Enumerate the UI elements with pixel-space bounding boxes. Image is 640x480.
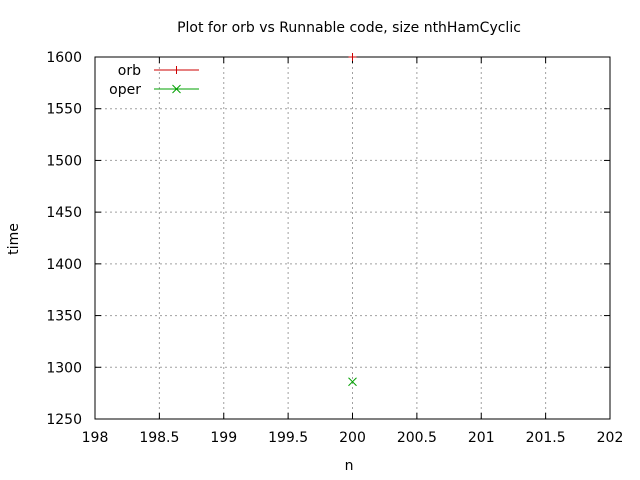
x-tick-label: 201.5	[526, 430, 566, 446]
x-tick-label: 200.5	[397, 430, 437, 446]
x-tick-label: 199.5	[268, 430, 308, 446]
y-tick-label: 1550	[46, 102, 82, 118]
y-tick-label: 1450	[46, 205, 82, 221]
x-axis-label: n	[345, 458, 354, 474]
x-tick-label: 201	[468, 430, 495, 446]
legend-marker-orb	[172, 66, 181, 74]
grid	[95, 57, 610, 419]
y-tick-label: 1250	[46, 412, 82, 428]
x-tick-label: 200	[339, 430, 366, 446]
y-tick-label: 1300	[46, 360, 82, 376]
legend: orb oper	[109, 63, 199, 98]
y-axis: 1250 1300 1350 1400 1450 1500 1550 1600	[46, 50, 610, 428]
legend-label-oper: oper	[109, 82, 141, 98]
x-tick-label: 202	[597, 430, 624, 446]
x-axis: 198 198.5 199 199.5 200 200.5 201 201.5 202	[82, 57, 624, 446]
y-axis-label: time	[6, 223, 22, 255]
chart-title: Plot for orb vs Runnable code, size nthH…	[177, 20, 521, 36]
x-tick-label: 198	[82, 430, 109, 446]
y-tick-label: 1600	[46, 50, 82, 66]
data-point-orb	[348, 53, 357, 61]
data-points	[348, 53, 357, 387]
x-tick-label: 199	[210, 430, 237, 446]
data-point-oper	[348, 377, 357, 387]
y-tick-label: 1350	[46, 309, 82, 325]
y-tick-label: 1400	[46, 257, 82, 273]
y-tick-label: 1500	[46, 153, 82, 169]
legend-label-orb: orb	[118, 63, 141, 79]
x-tick-label: 198.5	[139, 430, 179, 446]
legend-marker-oper	[172, 84, 181, 94]
